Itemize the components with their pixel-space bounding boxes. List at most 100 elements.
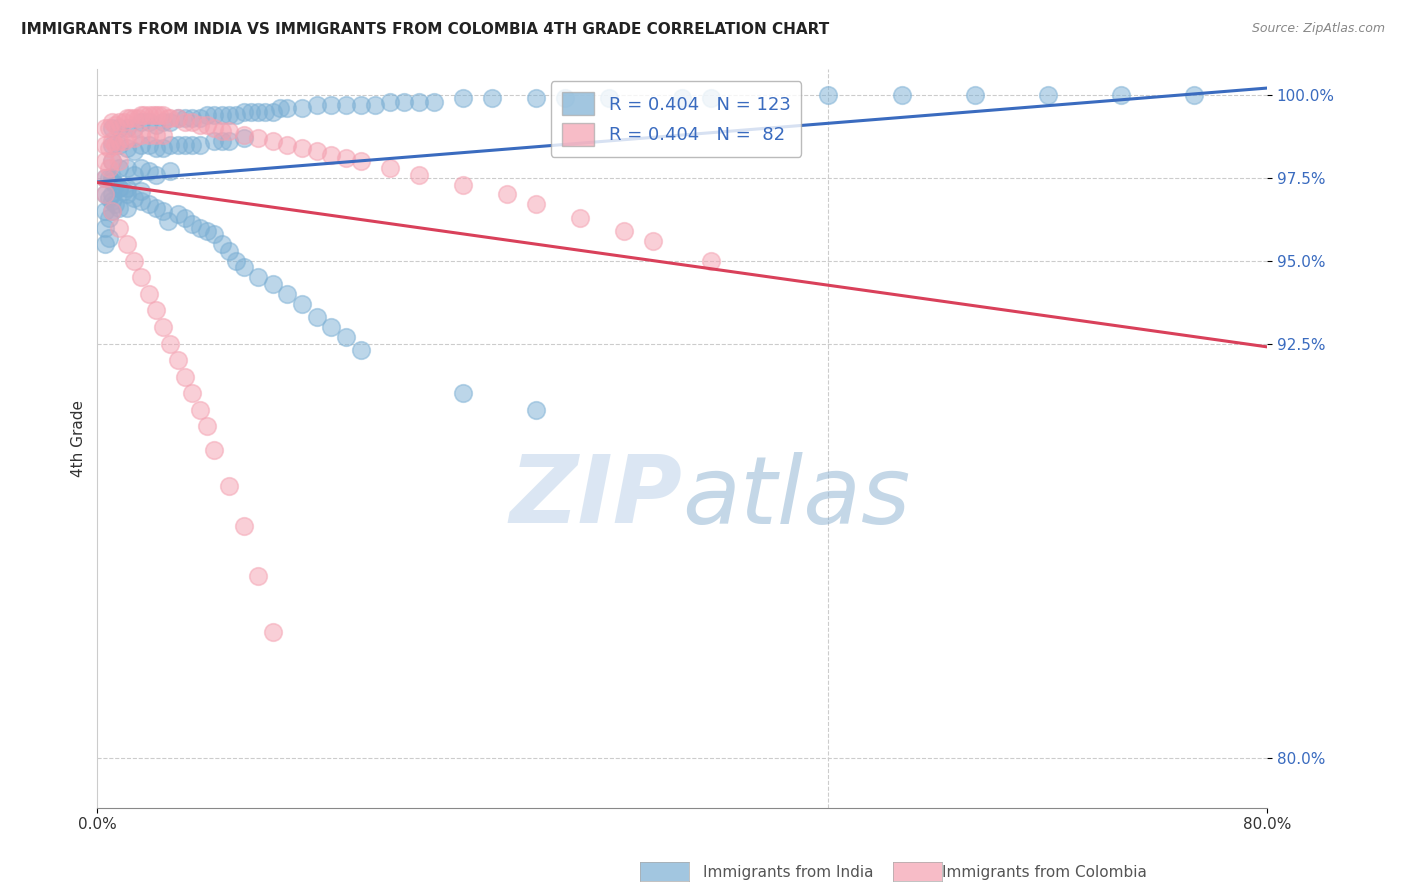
Point xyxy=(364,98,387,112)
Point xyxy=(93,237,115,252)
Point xyxy=(129,184,152,198)
Point xyxy=(93,121,115,136)
Point xyxy=(1109,88,1132,103)
Point xyxy=(122,191,145,205)
Point xyxy=(218,124,240,138)
Point xyxy=(394,95,416,109)
Point xyxy=(349,343,371,358)
Point xyxy=(115,187,138,202)
Point xyxy=(218,479,240,493)
Point xyxy=(700,91,723,105)
Point xyxy=(202,135,225,149)
Point xyxy=(115,181,138,195)
Point xyxy=(671,91,693,105)
Point xyxy=(225,108,247,122)
Point xyxy=(101,170,124,185)
Point xyxy=(495,187,517,202)
Point xyxy=(115,161,138,175)
Point xyxy=(152,320,174,334)
Point xyxy=(138,137,160,152)
Point xyxy=(232,260,254,275)
Point xyxy=(98,141,121,155)
Point xyxy=(335,330,357,344)
Point xyxy=(305,98,328,112)
Point xyxy=(152,114,174,128)
Text: Source: ZipAtlas.com: Source: ZipAtlas.com xyxy=(1251,22,1385,36)
Point xyxy=(98,211,121,225)
Point xyxy=(108,161,131,175)
Point xyxy=(218,135,240,149)
Point xyxy=(115,201,138,215)
Point xyxy=(122,112,145,126)
Point xyxy=(159,114,181,128)
Point xyxy=(112,114,135,128)
Point xyxy=(817,88,839,103)
Point xyxy=(93,220,115,235)
Point xyxy=(93,204,115,219)
Point xyxy=(108,220,131,235)
Point xyxy=(262,135,284,149)
Point xyxy=(166,207,188,221)
Point xyxy=(145,201,167,215)
Point xyxy=(232,131,254,145)
Point xyxy=(195,108,218,122)
Point xyxy=(101,204,124,219)
Point xyxy=(101,154,124,169)
Point xyxy=(239,104,262,119)
Point xyxy=(118,112,141,126)
Point xyxy=(138,128,160,142)
Point xyxy=(174,369,197,384)
Point xyxy=(129,114,152,128)
Point xyxy=(276,101,298,115)
Point xyxy=(145,141,167,155)
Point xyxy=(129,194,152,208)
Point xyxy=(195,224,218,238)
Point xyxy=(166,353,188,368)
Point xyxy=(195,419,218,434)
Point xyxy=(305,310,328,325)
Point xyxy=(98,170,121,185)
Point xyxy=(145,108,167,122)
Text: Immigrants from India: Immigrants from India xyxy=(703,865,873,880)
Point xyxy=(166,112,188,126)
Point xyxy=(145,128,167,142)
Point xyxy=(138,164,160,178)
Text: IMMIGRANTS FROM INDIA VS IMMIGRANTS FROM COLOMBIA 4TH GRADE CORRELATION CHART: IMMIGRANTS FROM INDIA VS IMMIGRANTS FROM… xyxy=(21,22,830,37)
Point xyxy=(122,145,145,159)
Point xyxy=(93,187,115,202)
Point xyxy=(598,91,620,105)
Point xyxy=(408,95,430,109)
Point xyxy=(122,131,145,145)
Point xyxy=(174,211,197,225)
Point xyxy=(138,286,160,301)
Text: ZIP: ZIP xyxy=(509,451,682,543)
Point xyxy=(104,118,127,132)
Point xyxy=(1182,88,1205,103)
Point xyxy=(262,625,284,640)
Point xyxy=(451,91,474,105)
Point xyxy=(613,224,636,238)
Point xyxy=(115,121,138,136)
Point xyxy=(129,161,152,175)
Point xyxy=(254,104,277,119)
Point xyxy=(98,121,121,136)
Point xyxy=(276,286,298,301)
Point xyxy=(408,168,430,182)
Point xyxy=(181,217,204,231)
Point xyxy=(108,181,131,195)
Point xyxy=(188,118,211,132)
Point xyxy=(524,403,547,417)
Point xyxy=(138,197,160,211)
Point xyxy=(524,197,547,211)
Point xyxy=(101,194,124,208)
Point xyxy=(232,128,254,142)
Point xyxy=(232,519,254,533)
Point xyxy=(152,141,174,155)
Point xyxy=(378,161,401,175)
Point xyxy=(321,147,343,161)
Point xyxy=(291,141,314,155)
Point xyxy=(321,320,343,334)
Point xyxy=(152,108,174,122)
Point xyxy=(269,101,291,115)
Point xyxy=(101,174,124,188)
